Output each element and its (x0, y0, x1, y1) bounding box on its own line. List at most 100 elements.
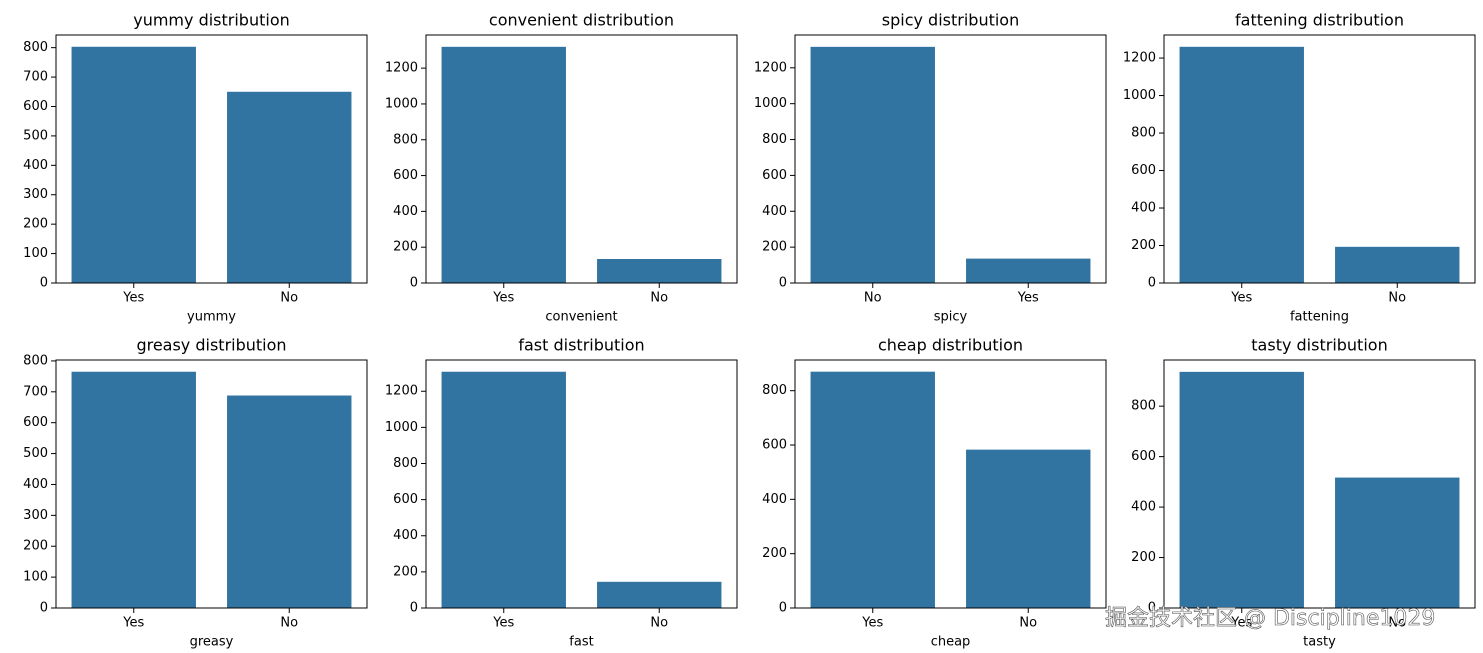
y-tick-label: 0 (779, 276, 787, 291)
y-tick-label: 0 (40, 601, 48, 616)
chart-title: fattening distribution (1235, 11, 1404, 30)
y-tick-label: 800 (393, 132, 418, 147)
bar (966, 449, 1091, 608)
bar (227, 395, 352, 608)
x-tick-label: Yes (1017, 291, 1039, 306)
x-tick-label: Yes (492, 291, 514, 306)
y-tick-label: 400 (1131, 500, 1156, 515)
axes-frame (55, 34, 368, 284)
x-tick-label: Yes (1230, 291, 1252, 306)
x-tick-label: Yes (861, 616, 883, 631)
y-tick-label: 800 (23, 353, 48, 368)
x-axis-label: spicy (934, 310, 968, 325)
y-tick-label: 600 (1131, 449, 1156, 464)
bar (1179, 46, 1304, 283)
x-axis-label: tasty (1303, 635, 1336, 650)
y-tick-label: 800 (762, 132, 787, 147)
y-tick-label: 100 (23, 570, 48, 585)
y-tick-label: 1200 (385, 61, 418, 76)
chart-title: greasy distribution (136, 336, 286, 355)
axes-frame (794, 359, 1107, 609)
x-tick-label: Yes (122, 291, 144, 306)
x-axis-label: convenient (545, 310, 617, 325)
chart-title: spicy distribution (882, 11, 1019, 30)
y-tick-label: 0 (410, 601, 418, 616)
y-tick-label: 600 (762, 168, 787, 183)
y-tick-label: 700 (23, 384, 48, 399)
y-tick-label: 200 (1131, 238, 1156, 253)
x-tick-label: Yes (492, 616, 514, 631)
y-tick-label: 600 (23, 99, 48, 114)
x-tick-label: No (650, 291, 668, 306)
y-tick-label: 400 (762, 492, 787, 507)
x-axis-label: yummy (187, 310, 236, 325)
y-tick-label: 0 (40, 276, 48, 291)
bar (1335, 477, 1460, 608)
x-tick-label: No (1388, 291, 1406, 306)
axes-frame (55, 359, 368, 609)
y-tick-label: 600 (762, 438, 787, 453)
y-tick-label: 300 (23, 187, 48, 202)
y-tick-label: 200 (23, 539, 48, 554)
x-axis-label: fast (569, 635, 593, 650)
y-tick-label: 400 (393, 528, 418, 543)
bar (71, 371, 196, 608)
y-tick-label: 100 (23, 246, 48, 261)
chart-title: cheap distribution (878, 336, 1023, 355)
watermark: 掘金技术社区 @ Discipline1029 (1105, 606, 1435, 631)
y-tick-label: 800 (1131, 126, 1156, 141)
y-tick-label: 0 (1148, 601, 1156, 616)
bar (1179, 371, 1304, 608)
bar (810, 46, 935, 283)
y-tick-label: 1000 (754, 96, 787, 111)
y-tick-label: 800 (393, 456, 418, 471)
axes-frame (1163, 34, 1476, 284)
y-tick-label: 400 (393, 204, 418, 219)
y-tick-label: 200 (762, 546, 787, 561)
y-tick-label: 800 (1131, 399, 1156, 414)
y-tick-label: 1200 (754, 60, 787, 75)
x-tick-label: No (864, 291, 882, 306)
bar (810, 371, 935, 608)
y-tick-label: 1000 (1123, 88, 1156, 103)
x-axis-label: fattening (1290, 310, 1349, 325)
y-tick-label: 600 (393, 168, 418, 183)
y-tick-label: 400 (23, 158, 48, 173)
y-tick-label: 200 (393, 564, 418, 579)
x-tick-label: No (280, 291, 298, 306)
x-tick-label: No (280, 616, 298, 631)
y-tick-label: 0 (779, 601, 787, 616)
y-tick-label: 700 (23, 70, 48, 85)
y-tick-label: 200 (23, 217, 48, 232)
y-tick-label: 800 (23, 40, 48, 55)
chart-title: fast distribution (518, 336, 644, 355)
axes-frame (425, 34, 738, 284)
y-tick-label: 400 (762, 204, 787, 219)
y-tick-label: 500 (23, 128, 48, 143)
x-axis-label: cheap (931, 635, 971, 650)
x-axis-label: greasy (190, 635, 234, 650)
y-tick-label: 0 (410, 276, 418, 291)
y-tick-label: 500 (23, 446, 48, 461)
chart-title: tasty distribution (1251, 336, 1387, 355)
axes-frame (794, 34, 1107, 284)
chart-title: yummy distribution (133, 11, 290, 30)
y-tick-label: 600 (1131, 163, 1156, 178)
bar (71, 46, 196, 283)
y-tick-label: 1200 (385, 384, 418, 399)
bar (966, 258, 1091, 283)
y-tick-label: 600 (393, 492, 418, 507)
y-tick-label: 300 (23, 508, 48, 523)
x-tick-label: Yes (122, 616, 144, 631)
bar (597, 259, 722, 283)
y-tick-label: 0 (1148, 276, 1156, 291)
bar (441, 46, 566, 283)
bar (227, 91, 352, 284)
y-tick-label: 200 (762, 240, 787, 255)
x-tick-label: No (1019, 616, 1037, 631)
bar (597, 581, 722, 608)
y-tick-label: 1000 (385, 420, 418, 435)
axes-frame (425, 359, 738, 609)
bar (441, 371, 566, 608)
